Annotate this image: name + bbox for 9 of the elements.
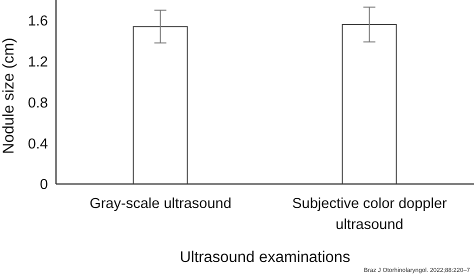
y-tick-label: 0 — [40, 177, 48, 194]
x-tick-label: Subjective color doppler ultrasound — [292, 196, 448, 233]
y-axis-title: Nodule size (cm) — [0, 38, 18, 154]
x-tick-label: Gray-scale ultrasound — [90, 196, 232, 212]
y-tick-label: 1.6 — [28, 14, 48, 30]
y-tick-label: 1.2 — [28, 54, 48, 70]
y-tick-label: 0.8 — [28, 95, 48, 112]
y-tick-label: 0.4 — [28, 136, 48, 152]
x-axis-title: Ultrasound examinations — [180, 249, 351, 266]
